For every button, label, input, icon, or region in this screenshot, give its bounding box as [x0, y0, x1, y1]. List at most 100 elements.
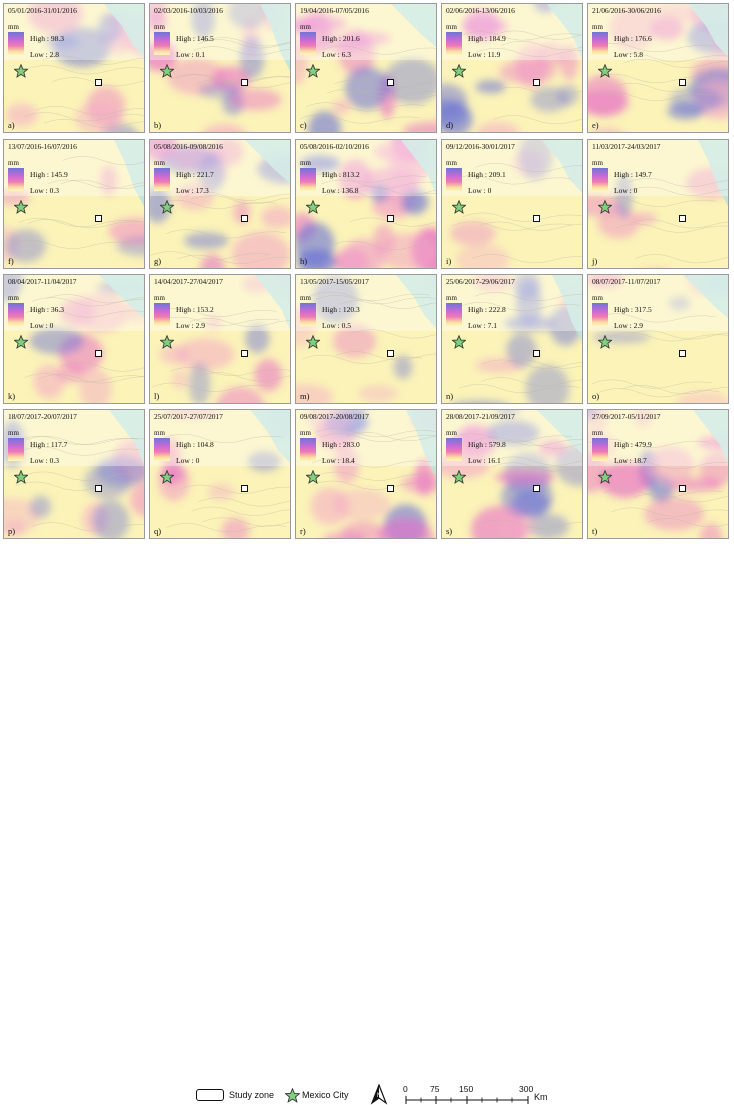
terrain-line — [305, 173, 426, 183]
rainfall-blob — [393, 355, 413, 380]
terrain-line — [191, 195, 290, 205]
high-value: High : 146.5 — [176, 34, 214, 43]
rainfall-map — [442, 410, 582, 538]
mexico-city-label: Mexico City — [302, 1090, 349, 1100]
terrain-line — [480, 377, 582, 387]
rainfall-blob — [525, 364, 570, 403]
low-value: Low : 5.8 — [614, 50, 643, 59]
color-ramp — [8, 168, 24, 191]
low-value: Low : 11.9 — [468, 50, 501, 59]
unit-label: mm — [154, 159, 165, 167]
rainfall-blob — [378, 233, 436, 268]
unit-label: mm — [300, 429, 311, 437]
low-value: Low : 136.8 — [322, 186, 359, 195]
map-panel-q: 25/07/2017-27/07/2017 mm High : 104.8 Lo… — [149, 409, 291, 539]
terrain-line — [299, 114, 420, 124]
legend-backdrop — [588, 4, 728, 60]
mexico-city-star-icon — [452, 335, 466, 349]
rainfall-blob — [504, 316, 557, 331]
rainfall-blob — [591, 127, 624, 132]
sea-area — [260, 4, 290, 71]
rainfall-blob — [150, 4, 166, 25]
rainfall-blob — [29, 327, 85, 355]
legend-backdrop — [588, 410, 728, 466]
rainfall-map — [4, 4, 144, 132]
study-zone-marker — [241, 79, 248, 86]
panel-label: m) — [300, 391, 310, 401]
rainfall-blob — [677, 391, 728, 403]
high-value: High : 579.8 — [468, 440, 506, 449]
study-zone-marker — [241, 485, 248, 492]
map-panel-o: 08/07/2017-11/07/2017 mm High : 317.5 Lo… — [587, 274, 729, 404]
terrain-line — [31, 297, 144, 307]
high-value: High : 98.3 — [30, 34, 64, 43]
legend-backdrop — [150, 4, 290, 60]
terrain-line — [451, 221, 572, 231]
terrain-line — [475, 163, 582, 173]
terrain-line — [52, 77, 144, 87]
rainfall-blob — [260, 206, 290, 229]
unit-label: mm — [8, 294, 19, 302]
mexico-city-star-icon — [452, 470, 466, 484]
terrain-line — [501, 41, 582, 51]
rainfall-blob — [254, 358, 283, 392]
period-date: 09/08/2017-20/08/2017 — [300, 412, 369, 421]
unit-label: mm — [8, 23, 19, 31]
rainfall-blob — [699, 452, 728, 487]
rainfall-map — [4, 140, 144, 268]
high-value: High : 36.3 — [30, 305, 64, 314]
high-value: High : 813.2 — [322, 170, 360, 179]
terrain-line — [472, 254, 582, 264]
rainfall-map — [588, 410, 728, 538]
rainfall-map — [442, 4, 582, 132]
low-value: Low : 2.9 — [614, 321, 643, 330]
rainfall-blob — [239, 36, 265, 79]
high-value: High : 117.7 — [30, 440, 68, 449]
unit-label: mm — [300, 294, 311, 302]
rainfall-blob — [339, 159, 372, 199]
panel-label: d) — [446, 120, 454, 130]
terrain-line — [340, 299, 436, 309]
color-ramp — [300, 32, 316, 55]
rainfall-blob — [207, 483, 235, 500]
map-panel-j: 11/03/2017-24/03/2017 mm High : 149.7 Lo… — [587, 139, 729, 269]
terrain-line — [322, 45, 436, 55]
terrain-line — [482, 359, 582, 369]
terrain-line — [627, 178, 728, 188]
color-ramp — [592, 438, 608, 461]
terrain-line — [24, 373, 144, 383]
terrain-line — [473, 437, 582, 447]
terrain-line — [18, 435, 139, 445]
map-panel-e: 21/06/2016-30/06/2016 mm High : 176.6 Lo… — [587, 3, 729, 133]
low-value: Low : 0 — [614, 186, 638, 195]
terrain-line — [315, 428, 436, 438]
terrain-line — [493, 115, 582, 125]
study-zone-marker — [95, 485, 102, 492]
terrain-line — [593, 43, 714, 53]
rainfall-blob — [646, 267, 661, 268]
unit-label: mm — [592, 294, 603, 302]
terrain-line — [198, 497, 290, 507]
terrain-line — [324, 191, 436, 201]
legend-backdrop — [588, 140, 728, 196]
legend-backdrop — [150, 410, 290, 466]
unit-label: mm — [300, 23, 311, 31]
mexico-city-star-icon — [160, 335, 174, 349]
rainfall-map — [4, 410, 144, 538]
terrain-line — [315, 471, 436, 481]
low-value: Low : 0.5 — [322, 321, 351, 330]
rainfall-blob — [300, 155, 340, 172]
sea-area — [693, 410, 728, 465]
mexico-city-star-icon — [14, 335, 28, 349]
rainfall-blob — [669, 87, 722, 113]
terrain-line — [345, 432, 436, 442]
map-panel-s: 28/08/2017-21/09/2017 mm High : 579.8 Lo… — [441, 409, 583, 539]
terrain-line — [27, 219, 144, 229]
period-date: 27/09/2017-05/11/2017 — [592, 412, 661, 421]
terrain-line — [633, 493, 728, 503]
high-value: High : 184.9 — [468, 34, 506, 43]
study-zone-marker — [679, 350, 686, 357]
period-date: 02/03/2016-10/03/2016 — [154, 6, 223, 15]
study-zone-marker — [95, 215, 102, 222]
rainfall-blob — [557, 84, 579, 106]
